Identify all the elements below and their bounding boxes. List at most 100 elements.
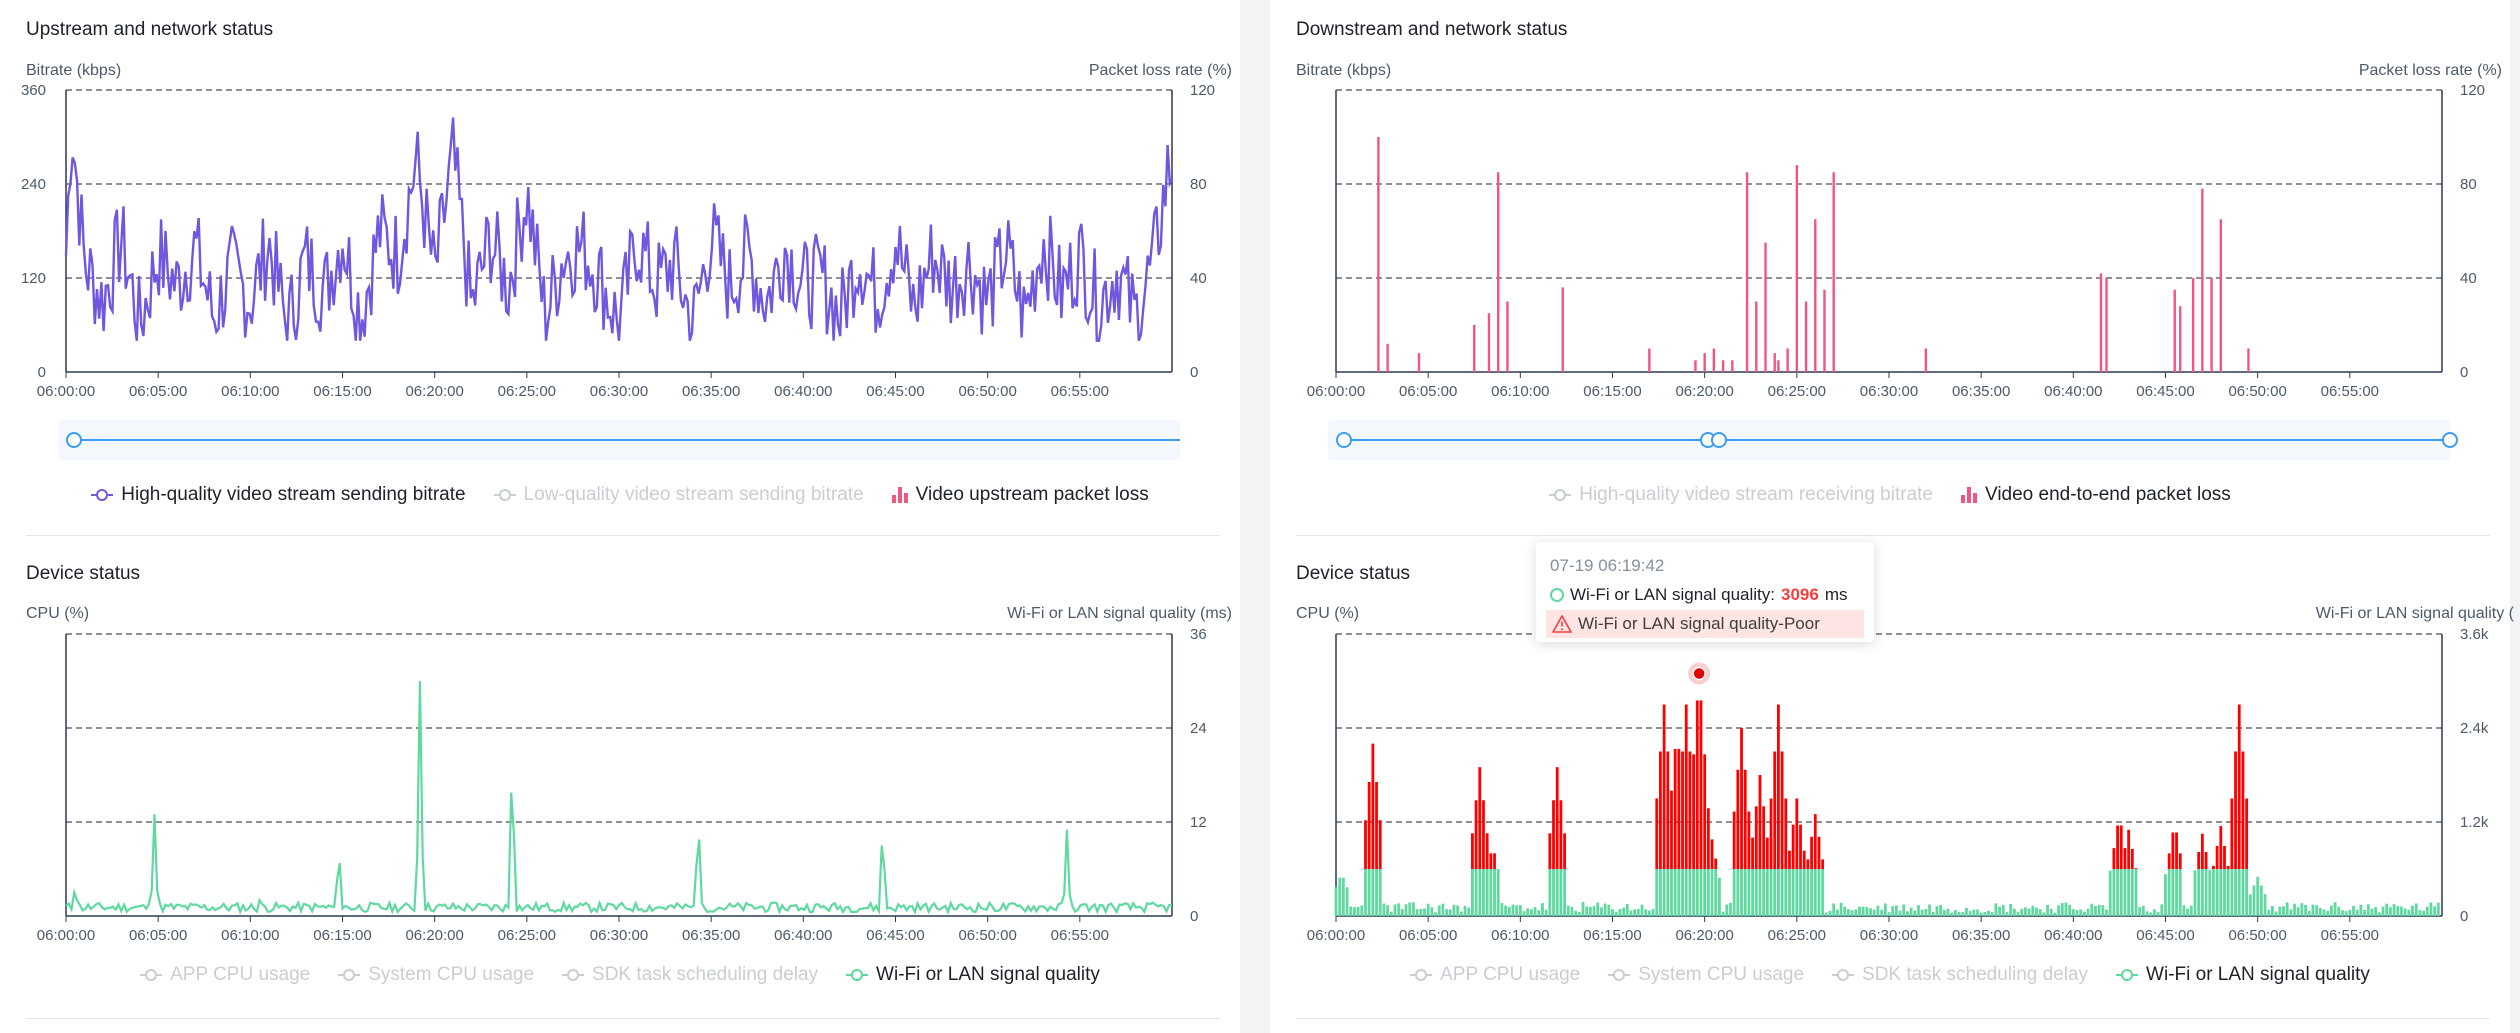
signal-quality-poor-bar xyxy=(1732,811,1736,869)
signal-quality-bar xyxy=(2112,869,2116,916)
upstream-right-axis-title: Packet loss rate (%) xyxy=(1088,62,1232,79)
signal-quality-bar xyxy=(1423,908,1426,916)
legend-item[interactable]: Video upstream packet loss xyxy=(891,484,1149,506)
signal-quality-poor-bar xyxy=(1666,751,1670,869)
signal-quality-bar xyxy=(2049,908,2053,916)
packet-loss-bar xyxy=(2219,219,2222,372)
signal-quality-bar xyxy=(2330,905,2333,916)
signal-quality-poor-bar xyxy=(1754,806,1758,869)
x-tick-label: 06:40:00 xyxy=(2044,927,2102,944)
legend-item[interactable]: Video end-to-end packet loss xyxy=(1961,484,2231,506)
signal-quality-bar xyxy=(1400,909,1404,916)
slider-range-handle-b[interactable] xyxy=(1711,432,1727,448)
signal-quality-bar xyxy=(1769,869,1773,916)
x-tick-label: 06:20:00 xyxy=(1675,383,1733,400)
legend-item[interactable]: High-quality video stream sending bitrat… xyxy=(91,484,466,506)
signal-quality-bar xyxy=(1939,904,1943,916)
signal-quality-bar xyxy=(2149,912,2153,916)
x-tick-label: 06:30:00 xyxy=(590,383,648,400)
signal-quality-bar xyxy=(2153,909,2156,916)
legend-item[interactable]: APP CPU usage xyxy=(140,964,310,986)
signal-quality-bar xyxy=(2396,906,2400,916)
signal-quality-bar xyxy=(1647,910,1651,916)
signal-quality-poor-bar xyxy=(2134,868,2138,869)
packet-loss-bar xyxy=(1506,301,1509,372)
signal-quality-poor-bar xyxy=(1662,704,1666,869)
device-chart[interactable]: 3.6k 2.4k 1.2k 0 06:00:00 06:05:00 06:10:00 06:… xyxy=(1270,624,2510,954)
signal-quality-poor-bar xyxy=(1813,814,1817,869)
packet-loss-bar xyxy=(2210,278,2213,372)
signal-quality-bar xyxy=(2068,904,2072,916)
signal-quality-bar xyxy=(2178,869,2182,916)
legend-item[interactable]: High-quality video stream receiving bitr… xyxy=(1549,484,1933,506)
signal-quality-poor-bar xyxy=(1802,850,1806,869)
signal-quality-bar xyxy=(1349,906,1353,916)
packet-loss-bar xyxy=(1721,360,1725,372)
slider-start-handle[interactable] xyxy=(66,432,82,448)
legend-item[interactable]: SDK task scheduling delay xyxy=(1832,964,2088,986)
signal-quality-bar xyxy=(1625,904,1629,916)
upstream-legend: High-quality video stream sending bitrat… xyxy=(0,480,1240,510)
signal-quality-bar xyxy=(1994,903,1998,916)
upstream-chart[interactable]: 360 120 240 80 120 40 0 0 06:00:00 06:05:00 06:10:… xyxy=(0,80,1240,410)
y-tick-label: 0 xyxy=(38,364,46,381)
legend-item[interactable]: Low-quality video stream sending bitrate xyxy=(493,484,864,506)
signal-quality-bar xyxy=(1810,869,1813,916)
device-right-axis-title: Wi-Fi or LAN signal quality (ms) xyxy=(1007,605,1232,622)
signal-quality-bar xyxy=(2219,869,2223,916)
downstream-chart[interactable]: 120 80 40 0 06:00:00 06:05:00 06:10:00 06:15:00… xyxy=(1270,80,2510,410)
upstream-zoom-slider[interactable] xyxy=(58,420,1180,460)
signal-quality-bar xyxy=(1924,908,1928,916)
signal-quality-bar xyxy=(2035,907,2038,916)
signal-quality-bar xyxy=(2422,910,2425,916)
signal-quality-poor-bar xyxy=(2119,825,2123,869)
x-tick-label: 06:05:00 xyxy=(1399,927,1457,944)
signal-quality-bar xyxy=(2370,908,2374,916)
signal-quality-bar xyxy=(1902,904,1906,916)
signal-quality-bar xyxy=(2363,909,2366,916)
signal-quality-bar xyxy=(1585,906,1589,916)
packet-loss-bar xyxy=(1804,301,1808,372)
x-tick-label: 06:10:00 xyxy=(221,927,279,944)
signal-quality-poor-bar xyxy=(1367,781,1371,869)
signal-quality-poor-bar xyxy=(1706,808,1710,869)
signal-quality-bar xyxy=(2145,911,2149,916)
signal-quality-poor-bar xyxy=(2127,829,2131,869)
legend-label: Wi-Fi or LAN signal quality xyxy=(876,964,1100,985)
legend-item[interactable]: System CPU usage xyxy=(338,964,534,986)
x-tick-label: 06:50:00 xyxy=(2228,383,2286,400)
signal-quality-bar xyxy=(1507,906,1511,916)
slider-start-handle[interactable] xyxy=(1336,432,1352,448)
signal-quality-bar xyxy=(2241,869,2245,916)
legend-item[interactable]: System CPU usage xyxy=(1608,964,1804,986)
x-tick-label: 06:45:00 xyxy=(2136,383,2194,400)
legend-item[interactable]: SDK task scheduling delay xyxy=(562,964,818,986)
signal-quality-poor-bar xyxy=(1780,751,1784,869)
slider-end-handle[interactable] xyxy=(2442,432,2458,448)
signal-quality-bar xyxy=(1869,908,1872,916)
signal-quality-poor-bar xyxy=(1703,754,1707,869)
signal-quality-bar xyxy=(2315,905,2319,916)
signal-quality-bar xyxy=(1987,910,1990,916)
signal-quality-bar xyxy=(2027,908,2031,916)
signal-quality-bar xyxy=(1382,903,1386,916)
legend-item[interactable]: Wi-Fi or LAN signal quality xyxy=(846,964,1100,986)
signal-quality-bar xyxy=(2359,904,2363,916)
legend-item[interactable]: Wi-Fi or LAN signal quality xyxy=(2116,964,2370,986)
signal-quality-bar xyxy=(1777,869,1780,916)
signal-quality-bar xyxy=(1408,902,1412,916)
signal-quality-bar xyxy=(2326,910,2330,916)
signal-quality-bar xyxy=(2285,902,2289,916)
signal-quality-poor-bar xyxy=(1773,751,1777,869)
device-chart[interactable]: 36 24 12 0 06:00:00 06:05:00 06:10:00 06:15:00 0… xyxy=(0,624,1240,954)
x-tick-label: 06:05:00 xyxy=(1399,383,1457,400)
signal-quality-bar xyxy=(2208,870,2212,916)
signal-quality-bar xyxy=(2001,905,2005,916)
downstream-zoom-slider[interactable] xyxy=(1328,420,2458,460)
signal-quality-bar xyxy=(1378,869,1382,916)
signal-quality-bar xyxy=(1412,902,1415,916)
signal-quality-bar xyxy=(1367,869,1371,916)
legend-item[interactable]: APP CPU usage xyxy=(1410,964,1580,986)
signal-quality-bar xyxy=(2355,909,2359,916)
signal-quality-bar xyxy=(1758,869,1762,916)
